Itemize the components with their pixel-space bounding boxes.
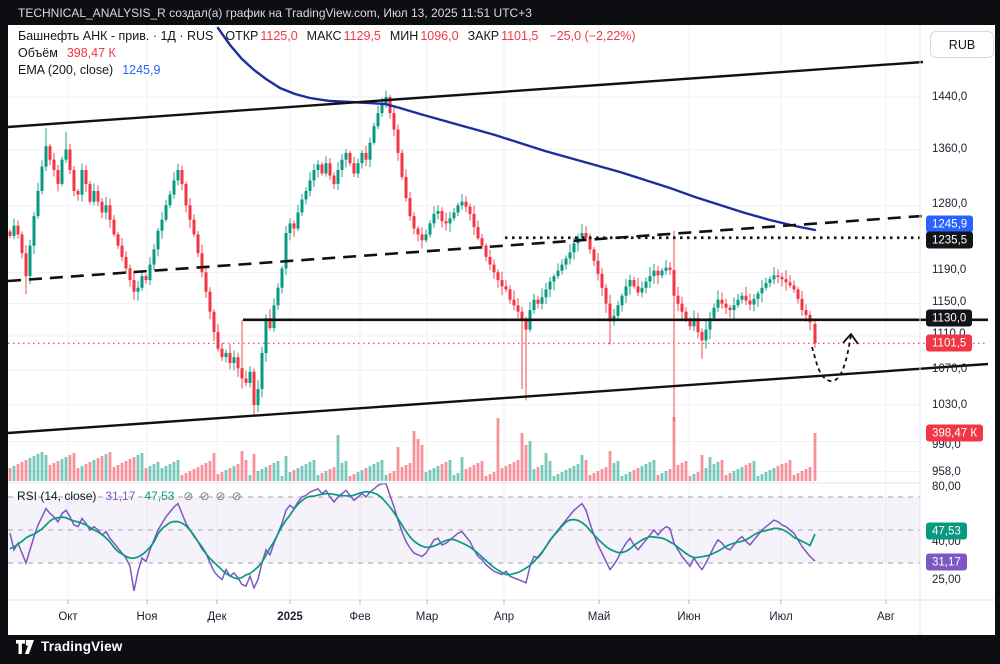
high-label: МАКС [306,29,342,43]
time-axis-label-Дек[interactable]: Дек [207,611,227,623]
time-axis-label-Авг[interactable]: Авг [877,611,895,623]
price-axis-label: 1070,0 [932,363,968,375]
volume-badge: 398,47 К [926,424,984,442]
price-axis-label: 1150,0 [932,296,967,308]
projection-arrow[interactable] [811,334,852,382]
rsi-hidden-icons: ⊘ ⊘ ⊘ ⊘ [183,489,241,503]
trendline-drawings[interactable] [7,60,989,435]
support-level-badge: 1130,0 [926,309,973,327]
tradingview-brand-text: TradingView [41,639,123,654]
volume-label[interactable]: Объём [18,46,58,60]
volume-series [8,417,817,481]
price-axis-label: 1360,0 [932,143,968,155]
price-axis-label: 1030,0 [932,399,968,411]
time-axis-label-Мар[interactable]: Мар [415,611,439,623]
price-axis-label: 80,00 [932,481,961,493]
time-axis-label-Май[interactable]: Май [587,611,611,623]
rsi-value-badge: 31,17 [926,553,967,571]
ema-value: 1245,9 [122,63,161,77]
projection-arrowhead [842,333,859,345]
tradingview-footer[interactable]: TradingView [16,639,122,654]
candlestick-series [8,90,817,422]
hidden-source-icon[interactable]: ⊘ [215,489,226,503]
rsi-label[interactable]: RSI (14, close) [17,489,97,503]
time-axis-label-Фев[interactable]: Фев [349,611,371,623]
price-axis-label: 1440,0 [932,91,968,103]
price-axis-label: 990,0 [932,439,961,451]
open-value: 1125,0 [260,29,298,43]
attribution-bar: TECHNICAL_ANALYSIS_R создал(а) график на… [0,0,1000,25]
time-axis-label-Июн[interactable]: Июн [677,611,701,623]
change-value: −25,0 (−2,22%) [549,29,636,43]
tradingview-logo-icon [16,639,34,654]
symbol-row: Башнефть АНК - прив. · 1Д · RUS ОТКР 1125… [18,29,636,43]
time-axis-label-Ноя[interactable]: Ноя [136,611,158,623]
attribution-text: TECHNICAL_ANALYSIS_R создал(а) график на… [18,5,532,20]
open-label: ОТКР [225,29,259,43]
low-label: МИН [389,29,419,43]
low-value: 1096,0 [420,29,459,43]
rsi-legend: RSI (14, close) 31,17 47,53 ⊘ ⊘ ⊘ ⊘ [17,489,242,503]
time-axis-label-2025[interactable]: 2025 [277,611,303,623]
chart-legend: Башнефть АНК - прив. · 1Д · RUS ОТКР 1125… [18,29,636,80]
ohlc-low: МИН 1096,0 [390,29,459,43]
ema-200-line[interactable] [216,26,817,232]
hidden-source-icon[interactable]: ⊘ [183,489,194,503]
close-label: ЗАКР [467,29,500,43]
rsi-ma-value: 47,53 [144,489,175,503]
rsi-smoothing-line[interactable] [9,490,816,580]
hidden-source-icon[interactable]: ⊘ [231,489,242,503]
chart-panel [8,25,995,635]
ema-row: EMA (200, close) 1245,9 [18,63,636,77]
rsi-ma-badge: 47,53 [926,522,967,540]
ema-label[interactable]: EMA (200, close) [18,63,114,77]
currency-button[interactable]: RUB [930,31,994,58]
time-axis-label-Апр[interactable]: Апр [493,611,515,623]
symbol-title[interactable]: Башнефть АНК - прив. · 1Д · RUS [18,29,214,43]
ohlc-high: МАКС 1129,5 [307,29,381,43]
time-axis-label-Июл[interactable]: Июл [769,611,793,623]
rsi-value: 31,17 [105,489,136,503]
price-axis-label: 25,00 [932,574,961,586]
dashed-trendline [7,214,923,283]
ohlc-open: ОТКР 1125,0 [225,29,297,43]
price-axis-label: 1280,0 [932,198,968,210]
grid [8,25,920,600]
close-value: 1101,5 [501,29,539,43]
chart-plot-area[interactable] [8,25,920,600]
resistance-level-badge: 1235,5 [926,231,974,249]
pane-borders [8,25,995,635]
price-axis-label: 958,0 [932,466,961,478]
high-value: 1129,5 [343,29,381,43]
hidden-source-icon[interactable]: ⊘ [199,489,210,503]
price-axis-label: 1190,0 [932,264,967,276]
channel-upper-trendline [7,60,924,129]
ema-value-badge: 1245,9 [926,215,974,233]
rsi-line[interactable] [9,483,816,592]
volume-row: Объём 398,47 К [18,46,636,60]
time-axis-label-Окт[interactable]: Окт [58,611,78,623]
last-price-badge: 1101,5 [926,334,973,352]
channel-lower-trendline [7,362,989,435]
volume-value: 398,47 К [66,46,116,60]
ohlc-close: ЗАКР 1101,5 [468,29,539,43]
